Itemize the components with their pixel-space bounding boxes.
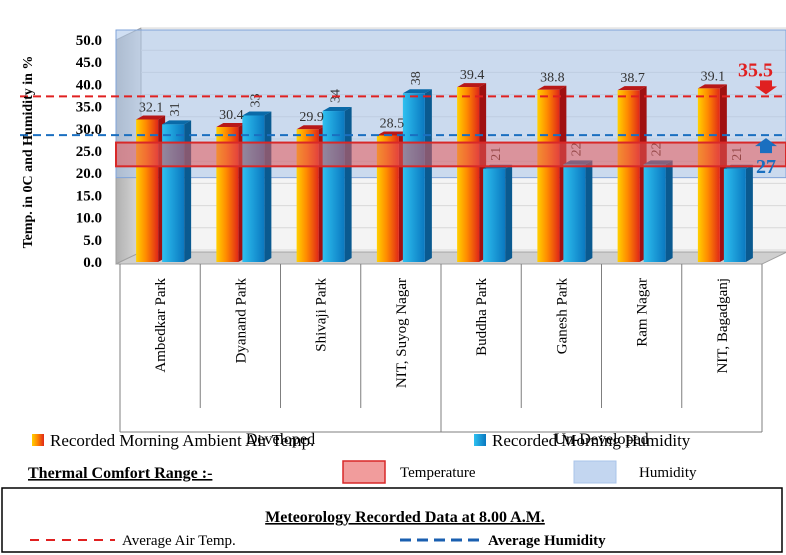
humidity-bar-side <box>665 160 673 262</box>
humidity-bar <box>242 111 272 262</box>
y-tick-label: 50.0 <box>76 33 102 49</box>
category-label: Ganesh Park <box>554 278 570 355</box>
humidity-bar-front <box>242 115 265 262</box>
legend-temp-label: Recorded Morning Ambient Air Temp. <box>50 431 314 450</box>
group-label: Developed <box>246 431 315 448</box>
humidity-value-label: 38 <box>409 71 424 85</box>
temp-value-label: 39.1 <box>701 69 726 84</box>
temp-bar <box>697 84 727 263</box>
legend-swatch-humidity <box>474 434 486 446</box>
temp-bar-top <box>296 125 326 130</box>
temperature-comfort-band <box>115 141 786 168</box>
y-tick-label: 25.0 <box>76 144 102 160</box>
y-tick-label: 10.0 <box>76 211 102 227</box>
y-axis-label: Temp. in 0C and Humidity in % <box>21 56 36 249</box>
humidity-bar-side <box>344 107 352 262</box>
humidity-bar <box>322 107 352 262</box>
humidity-bar-front <box>322 111 345 262</box>
humidity-bar-front <box>483 168 506 262</box>
temp-bar <box>617 86 647 262</box>
footer-avg-temp-label: Average Air Temp. <box>122 533 236 549</box>
temp-bar-front <box>457 87 480 263</box>
temp-value-label: 38.7 <box>620 71 645 86</box>
humidity-bar-top <box>242 111 272 116</box>
comfort-temp-label: Temperature <box>400 465 476 481</box>
comfort-range-legend: Thermal Comfort Range :- Temperature Hum… <box>28 460 697 484</box>
y-tick-label: 40.0 <box>76 77 102 93</box>
temp-bar-front <box>136 119 159 262</box>
temp-bar <box>457 83 487 263</box>
average-humidity-value: 27 <box>756 156 776 178</box>
temp-bar-top <box>216 123 246 128</box>
temp-value-label: 30.4 <box>219 108 244 123</box>
category-label: NIT, Bagadganj <box>715 278 731 374</box>
humidity-bar-front <box>643 164 666 262</box>
category-label: Buddha Park <box>474 278 490 356</box>
y-tick-label: 45.0 <box>76 55 102 71</box>
y-tick-label: 15.0 <box>76 188 102 204</box>
y-tick-label: 5.0 <box>83 233 102 249</box>
temp-bar-front <box>537 89 560 262</box>
humidity-bar <box>723 164 753 262</box>
y-tick-label: 0.0 <box>83 255 102 271</box>
category-label: NIT, Suyog Nagar <box>394 278 410 388</box>
humidity-bar <box>643 160 673 262</box>
footer-box <box>1 487 783 553</box>
y-axis-ticks: 0.0 5.0 10.0 15.0 20.0 25.0 30.0 35.0 40.0 45.0 50… <box>76 33 102 271</box>
legend: Recorded Morning Ambient Air Temp. Recor… <box>32 431 691 450</box>
category-label: Ambedkar Park <box>153 278 169 373</box>
legend-swatch-temp <box>32 434 44 446</box>
y-tick-label: 30.0 <box>76 122 102 138</box>
temp-bar-front <box>617 90 640 262</box>
arrow-up-icon <box>755 138 777 154</box>
humidity-bar-side <box>424 89 432 262</box>
temp-bar-top <box>457 83 487 88</box>
humidity-bar-side <box>585 160 593 262</box>
group-labels: Developed Un-Developed <box>246 431 649 448</box>
humidity-bar <box>563 160 593 262</box>
humidity-bar-side <box>505 164 513 262</box>
category-table: Ambedkar Park Dyanand Park Shivaji Park NIT… <box>119 264 763 433</box>
comfort-humidity-label: Humidity <box>639 465 697 481</box>
temp-bar-top <box>697 84 727 89</box>
temp-bar-front <box>697 88 720 262</box>
footer-avg-humidity-label: Average Humidity <box>488 533 606 549</box>
temp-value-label: 28.5 <box>380 116 405 131</box>
temp-bar-top <box>537 85 567 90</box>
category-label: Ram Nagar <box>635 278 651 347</box>
humidity-bar-side <box>745 164 753 262</box>
humidity-bar-top <box>402 89 432 94</box>
temp-bar-top <box>617 86 647 91</box>
humidity-bar-front <box>563 164 586 262</box>
humidity-bar <box>402 89 432 262</box>
temp-value-label: 39.4 <box>460 68 485 83</box>
humidity-bar-side <box>264 111 272 262</box>
y-tick-label: 20.0 <box>76 166 102 182</box>
comfort-humidity-swatch <box>573 460 617 484</box>
humidity-bar-front <box>723 168 746 262</box>
group-label: Un-Developed <box>554 431 648 448</box>
y-tick-label: 35.0 <box>76 100 102 116</box>
humidity-bar <box>483 164 513 262</box>
comfort-range-title: Thermal Comfort Range :- <box>28 465 212 482</box>
footer-title: Meteorology Recorded Data at 8.00 A.M. <box>265 509 545 526</box>
comfort-temp-swatch <box>342 460 386 484</box>
category-label: Dyanand Park <box>233 278 249 364</box>
temp-bar-top <box>136 115 166 120</box>
temp-bar <box>136 115 166 262</box>
category-label: Shivaji Park <box>314 278 330 352</box>
temp-value-label: 29.9 <box>299 110 324 125</box>
humidity-bar-top <box>322 107 352 112</box>
humidity-value-label: 31 <box>168 102 183 116</box>
temp-value-label: 38.8 <box>540 71 565 86</box>
legend-humidity-label: Recorded Morning Humidity <box>492 431 691 450</box>
temp-value-label: 32.1 <box>139 100 164 115</box>
humidity-bar-top <box>162 120 192 125</box>
arrow-down-icon <box>755 80 777 95</box>
average-temp-value: 35.5 <box>738 59 773 81</box>
temp-bar <box>537 85 567 262</box>
humidity-bar-front <box>402 93 425 262</box>
